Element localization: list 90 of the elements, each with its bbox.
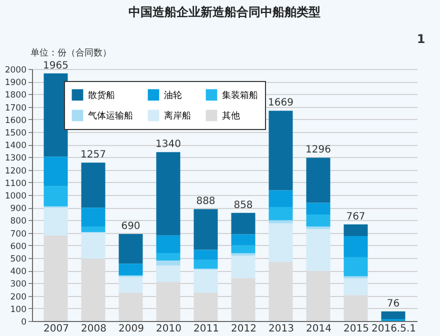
x-tick-label: 2014 — [306, 324, 332, 334]
y-tick-label: 1600 — [4, 116, 26, 126]
bar — [306, 202, 330, 215]
legend-label: 离岸船 — [164, 110, 191, 122]
chart-title: 中国造船企业新造船合同中船舶类型 — [128, 5, 320, 19]
total-label: 888 — [196, 196, 216, 208]
y-tick-label: 1900 — [4, 78, 26, 88]
y-tick-label: 400 — [10, 267, 26, 278]
y-tick-label: 0 — [21, 318, 26, 328]
x-tick-label: 2012 — [231, 324, 256, 334]
bar — [44, 156, 68, 186]
bar — [268, 190, 293, 207]
bar — [81, 162, 106, 208]
bar — [231, 234, 256, 246]
bar — [44, 208, 68, 236]
bar — [118, 276, 143, 293]
bar — [344, 224, 368, 236]
bar — [344, 278, 368, 296]
y-tick-label: 200 — [10, 292, 26, 302]
bar — [194, 209, 218, 250]
bar — [118, 234, 143, 264]
bar — [156, 152, 180, 236]
y-tick-label: 1700 — [4, 103, 26, 114]
bar — [194, 250, 218, 260]
bar — [306, 226, 330, 230]
total-label: 1257 — [80, 150, 106, 161]
x-tick-label: 2015 — [344, 324, 369, 334]
bar — [268, 220, 293, 224]
y-tick-label: 1300 — [4, 154, 26, 164]
y-tick-label: 1500 — [4, 128, 26, 138]
bar — [156, 252, 180, 261]
bar — [156, 260, 180, 266]
x-tick-label: 2010 — [156, 324, 182, 334]
bar — [81, 208, 106, 226]
y-tick-label: 600 — [10, 242, 26, 252]
bar — [268, 223, 293, 262]
y-tick-label: 1400 — [4, 141, 26, 152]
legend-label: 其他 — [222, 110, 240, 122]
bar — [231, 256, 256, 278]
legend-label: 油轮 — [164, 90, 182, 101]
bar — [194, 260, 218, 269]
y-tick-label: 2000 — [4, 66, 26, 76]
y-tick-label: 1800 — [4, 90, 26, 101]
y-tick-label: 1000 — [4, 192, 26, 202]
bar — [231, 253, 256, 256]
bar — [156, 235, 180, 253]
bar — [156, 266, 180, 282]
x-tick-label: 2011 — [194, 324, 219, 334]
y-axis-title: 单位：份（合同数） — [30, 48, 112, 58]
x-tick-label: 2009 — [118, 324, 144, 334]
x-tick-label: 2007 — [44, 324, 69, 334]
bar — [306, 229, 330, 271]
legend-label: 散货船 — [88, 90, 115, 101]
bar — [344, 236, 368, 257]
bar — [268, 110, 293, 190]
legend-label: 气体运输船 — [88, 110, 133, 122]
total-label: 1340 — [156, 139, 181, 150]
total-label: 767 — [346, 211, 366, 222]
total-label: 76 — [386, 298, 400, 310]
legend-label: 集装箱船 — [222, 90, 258, 101]
total-label: 1965 — [43, 60, 68, 72]
bar — [194, 269, 218, 293]
x-tick-label: 2016.5.1 — [371, 324, 416, 334]
total-label: 1669 — [268, 98, 294, 109]
bar — [306, 214, 330, 226]
y-tick-label: 700 — [10, 229, 26, 240]
total-label: 1296 — [306, 144, 331, 156]
y-tick-label: 1100 — [4, 178, 26, 189]
x-tick-label: 2008 — [81, 324, 106, 334]
bar — [81, 226, 106, 232]
y-tick-label: 500 — [10, 254, 26, 264]
bar — [118, 264, 143, 276]
bar — [381, 311, 406, 319]
y-tick-label: 1200 — [4, 166, 26, 176]
bar — [231, 212, 256, 234]
bar — [344, 256, 368, 276]
x-tick-label: 2013 — [268, 324, 294, 334]
total-label: 690 — [121, 221, 140, 232]
y-tick-label: 900 — [10, 204, 26, 214]
y-tick-label: 300 — [10, 280, 26, 290]
bar — [231, 245, 256, 254]
bar — [268, 206, 293, 220]
text: 1 — [416, 32, 426, 46]
bar — [44, 73, 68, 157]
bar — [81, 232, 106, 259]
total-label: 858 — [234, 200, 253, 211]
bar — [306, 158, 330, 203]
y-tick-label: 100 — [10, 304, 26, 315]
y-tick-label: 800 — [10, 216, 26, 227]
bar — [44, 186, 68, 206]
